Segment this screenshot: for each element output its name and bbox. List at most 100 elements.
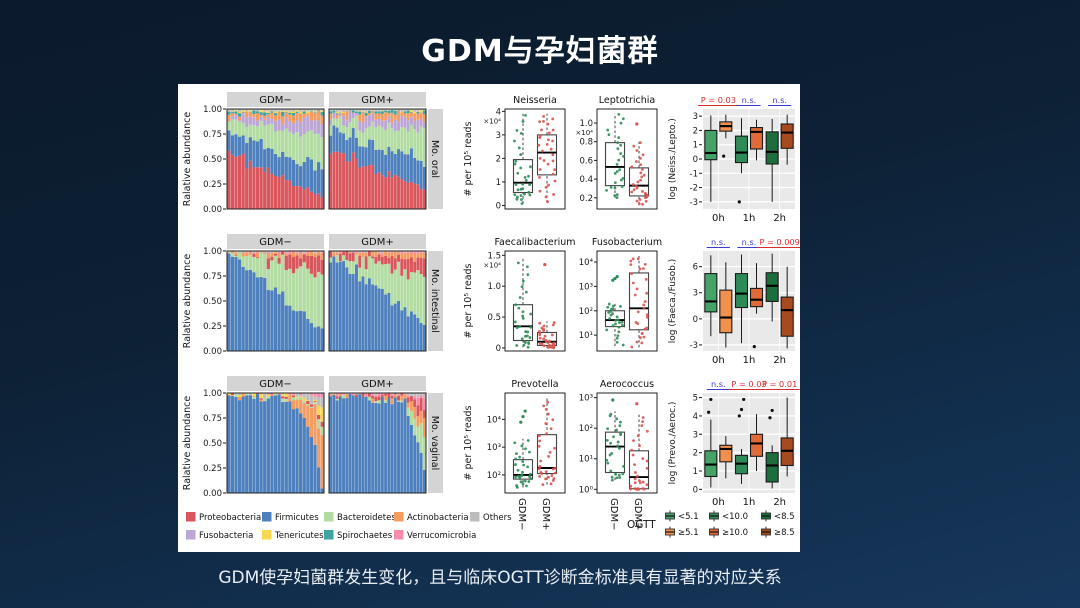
ogtt-legend-label: <10.0 [722, 512, 748, 522]
facet-header-label: GDM− [259, 379, 291, 390]
svg-text:10⁰: 10⁰ [579, 485, 594, 495]
p-value-label: n.s. [711, 379, 726, 389]
svg-text:10³: 10³ [487, 443, 501, 453]
genus-panel-border [596, 108, 658, 210]
svg-text:0: 0 [693, 315, 698, 325]
p-value-label: n.s. [742, 237, 757, 247]
p-value-label: P = 0.01 [762, 379, 797, 389]
stacked-panel-border [328, 108, 427, 210]
genus-panel-title: Prevotella [511, 379, 558, 390]
svg-text:0.5: 0.5 [487, 313, 501, 323]
genus-y-axis-label: # per 10⁵ reads [463, 263, 474, 338]
svg-text:1: 1 [496, 178, 501, 188]
hour-x-axis-label: 2h [773, 355, 786, 366]
svg-text:6: 6 [693, 263, 698, 273]
legend-swatch [394, 530, 404, 540]
stacked-y-axis-label: Ralative abundance [182, 396, 193, 491]
ogtt-legend-label: ≥8.5 [774, 528, 795, 538]
legend-label: Actinobacteria [407, 513, 469, 523]
svg-text:3: 3 [693, 112, 698, 122]
stacked-y-axis-label: Ralative abundance [182, 254, 193, 349]
page-title: GDM与孕妇菌群 [421, 34, 659, 69]
genus-panel-neisseria: # per 10⁵ reads Neisseria 0 1 2 3 4×10⁴ [463, 95, 566, 211]
genus-y-axis-label: # per 10⁵ reads [463, 405, 474, 480]
svg-text:1.00: 1.00 [203, 247, 222, 257]
legend-label: Verrucomicrobia [407, 531, 476, 541]
svg-text:10³: 10³ [579, 282, 593, 292]
p-value-label: P = 0.009 [759, 237, 799, 247]
genus-panel-title: Aerococcus [600, 379, 654, 390]
ogtt-legend-title: OGTT [627, 519, 656, 531]
genus-panel-prevotella: # per 10⁵ reads Prevotella 10² 10³ 10⁴ GDM− GD… [463, 379, 566, 530]
legend-swatch [470, 512, 480, 522]
genus-panel-border [596, 250, 658, 352]
p-value-label: P = 0.03 [701, 95, 736, 105]
svg-text:0: 0 [496, 344, 501, 354]
svg-text:2: 2 [693, 449, 698, 459]
hour-x-axis-label: 0h [712, 497, 725, 508]
site-strip-label: Mo. vaginal [429, 416, 440, 470]
svg-text:0.6: 0.6 [579, 156, 593, 166]
svg-text:3: 3 [693, 430, 698, 440]
svg-text:0.00: 0.00 [203, 347, 222, 357]
ogtt-legend: OGTT <5.1 ≥5.1 <10.0 ≥10.0 <8.5 ≥8.5 [627, 510, 795, 538]
genus-panel-title: Leptotrichia [599, 95, 656, 106]
svg-text:0.50: 0.50 [203, 297, 222, 307]
facet-header-label: GDM+ [361, 379, 393, 390]
ratio-y-axis-label: log (Faeca./Fusob.) [668, 259, 678, 344]
genus-panel-title: Faecalibacterium [494, 237, 575, 248]
svg-text:1.00: 1.00 [203, 389, 222, 399]
genus-panel-faecalibacterium: # per 10⁵ reads Faecalibacterium 0 0.5 1.0 1.… [463, 237, 576, 354]
site-strip-label: Mo. intestinal [429, 269, 440, 333]
hour-x-axis-label: 1h [743, 355, 756, 366]
svg-text:1.5: 1.5 [487, 251, 501, 261]
genus-panel-border [504, 250, 566, 352]
svg-text:2: 2 [693, 126, 698, 136]
genus-x-axis-label: GDM+ [632, 498, 643, 530]
svg-text:-3: -3 [690, 198, 698, 208]
svg-text:0: 0 [496, 201, 501, 211]
svg-text:1: 1 [693, 467, 698, 477]
caption-text: GDM使孕妇菌群发生变化，且与临床OGTT诊断金标准具有显著的对应关系 [218, 568, 782, 588]
svg-text:2: 2 [496, 154, 501, 164]
facet-header-label: GDM− [259, 237, 291, 248]
legend-label: Others [483, 513, 512, 523]
ratio-panel-1: log (Faeca./Fusob.) -3 0 3 6 n.s. 0h n.s. 1h P = … [668, 237, 803, 366]
ogtt-legend-label: ≥10.0 [722, 528, 748, 538]
svg-text:1.00: 1.00 [203, 105, 222, 115]
facet-header-label: GDM− [259, 95, 291, 106]
svg-text:0.4: 0.4 [579, 175, 593, 185]
stacked-y-axis-label: Ralative abundance [182, 112, 193, 207]
axis-multiplier-label: ×10⁴ [575, 129, 593, 137]
p-value-label: n.s. [711, 237, 726, 247]
facet-header [329, 376, 426, 391]
genus-y-axis-label: # per 10⁵ reads [463, 121, 474, 196]
svg-text:0.50: 0.50 [203, 439, 222, 449]
svg-text:10³: 10³ [579, 394, 593, 404]
hour-x-axis-label: 0h [712, 355, 725, 366]
svg-text:10¹: 10¹ [579, 331, 593, 341]
genus-x-axis-label: GDM− [608, 498, 619, 530]
svg-text:0.75: 0.75 [203, 130, 222, 140]
site-strip [428, 393, 443, 493]
legend-label: Fusobacteria [199, 531, 253, 541]
svg-text:0: 0 [693, 155, 698, 165]
site-strip [428, 251, 443, 351]
svg-text:-3: -3 [690, 341, 698, 351]
svg-text:0.50: 0.50 [203, 155, 222, 165]
stacked-row-mo--oral: Ralative abundance 1.00 0.75 0.50 0.25 0.00 GD… [182, 92, 443, 215]
facet-header [227, 376, 324, 391]
genus-x-axis-label: GDM− [516, 498, 527, 530]
svg-text:0.25: 0.25 [203, 464, 222, 474]
svg-text:1.0: 1.0 [579, 119, 593, 129]
legend-swatch [394, 512, 404, 522]
legend-swatch [262, 512, 272, 522]
stacked-panel-border [328, 392, 427, 494]
legend-label: Firmicutes [275, 513, 319, 523]
svg-text:0.00: 0.00 [203, 489, 222, 499]
genus-panel-leptotrichia: Leptotrichia 0.2 0.4 0.6 0.8 1.0×10⁴ [575, 95, 658, 210]
svg-text:-2: -2 [690, 184, 698, 194]
facet-header [329, 234, 426, 249]
figure-svg: Ralative abundance1.000.750.500.250.00GD… [182, 92, 803, 541]
svg-text:0.25: 0.25 [203, 322, 222, 332]
